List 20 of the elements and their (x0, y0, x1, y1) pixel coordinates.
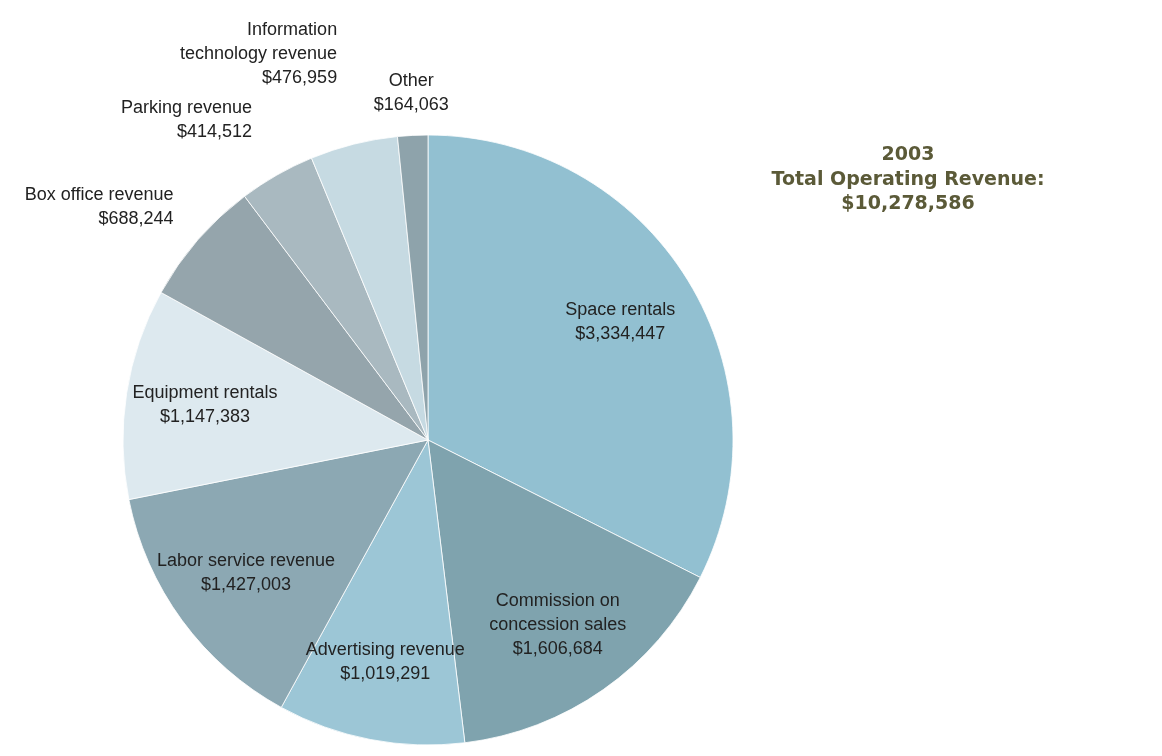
slice-label: Other (388, 70, 434, 91)
data-label: $688,244 (98, 208, 174, 229)
data-label: $1,427,003 (200, 574, 292, 595)
slice-label: Advertising revenue (305, 638, 465, 659)
data-label: $164,063 (373, 94, 449, 115)
data-label: $1,606,684 (512, 637, 603, 658)
slice-label: Labor service revenue (156, 550, 336, 571)
slice-label: Box office revenue (24, 184, 174, 205)
slice-label: Equipment rentals (132, 382, 278, 403)
data-label: $414,512 (176, 120, 253, 141)
data-label: $1,019,291 (340, 662, 431, 683)
text: 2003 (881, 142, 935, 164)
slice-label: Information technology revenue (180, 19, 338, 64)
data-label: $1,147,383 (159, 406, 251, 427)
slice-label: Parking revenue (120, 96, 253, 117)
slice-label: Space rentals (565, 298, 676, 319)
text: Total Operating Revenue: $10,278,586 (771, 167, 1045, 213)
data-label: $3,334,447 (575, 322, 666, 343)
slice-label: Commission on concession sales (489, 589, 627, 634)
data-label: $476,959 (262, 67, 338, 88)
